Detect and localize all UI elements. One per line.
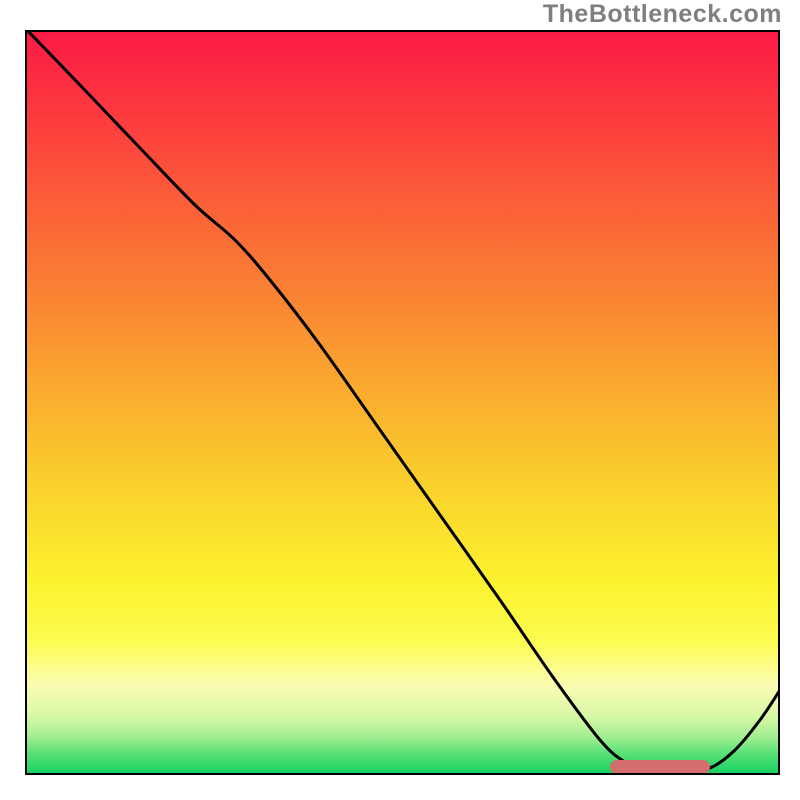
curve-path (25, 30, 780, 773)
accent-bar (610, 760, 710, 774)
chart-container: TheBottleneck.com (0, 0, 800, 800)
chart-overlay (25, 30, 780, 775)
plot-area (25, 30, 780, 775)
watermark-text: TheBottleneck.com (543, 0, 782, 29)
